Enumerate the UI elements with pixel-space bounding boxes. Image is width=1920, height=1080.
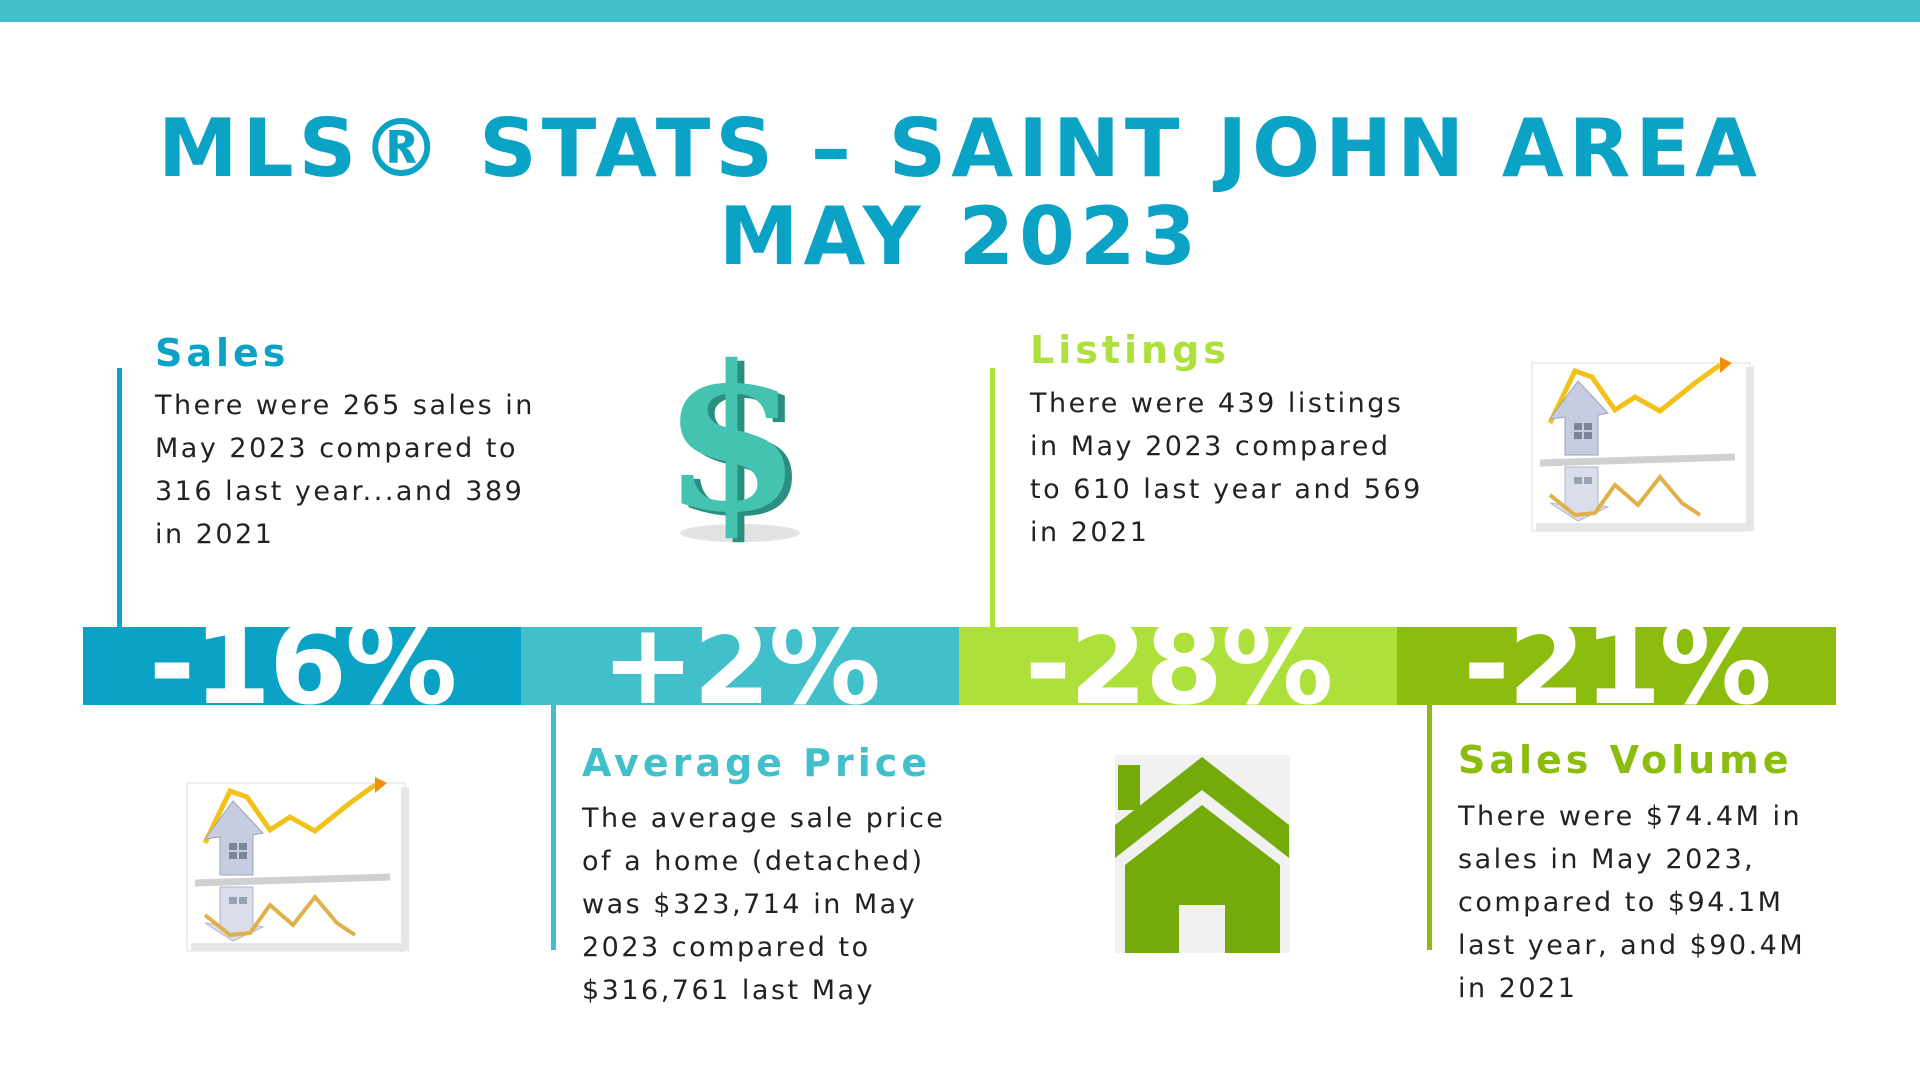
sales-description: There were 265 sales in May 2023 compare…: [155, 390, 535, 550]
sales-volume-heading: Sales Volume: [1458, 738, 1793, 782]
sales-volume-description: There were $74.4M in sales in May 2023, …: [1458, 801, 1806, 1004]
listings-divider-line: [990, 368, 995, 628]
average-price-description: The average sale price of a home (detach…: [582, 803, 946, 1006]
listings-description: There were 439 listings in May 2023 comp…: [1030, 388, 1423, 548]
band-segment-listings: [959, 627, 1397, 705]
svg-text:$: $: [662, 345, 801, 550]
dollar-sign-icon: $ $: [650, 322, 820, 561]
band-segment-average-price: [521, 627, 959, 705]
house-price-chart-icon: [1520, 355, 1755, 533]
listings-percent-change: -28%: [1024, 600, 1334, 730]
page-subtitle-date: MAY 2023: [718, 190, 1202, 283]
sales-volume-percent-change: -21%: [1463, 600, 1772, 730]
svg-text:$: $: [669, 345, 808, 550]
house-price-chart-icon: [175, 775, 410, 953]
sales-volume-divider-line: [1427, 705, 1432, 950]
average-price-percent-change: +2%: [601, 600, 881, 730]
band-segment-sales-volume: [1397, 627, 1836, 705]
house-icon: [1115, 755, 1290, 953]
listings-heading: Listings: [1030, 328, 1230, 372]
sales-percent-change: -16%: [148, 600, 458, 730]
top-accent-bar: [0, 0, 1920, 22]
average-price-heading: Average Price: [582, 741, 932, 785]
sales-divider-line: [117, 368, 122, 628]
page-title: MLS® STATS – SAINT JOHN AREA: [158, 102, 1762, 195]
band-segment-sales: [83, 627, 521, 705]
average-price-divider-line: [551, 705, 556, 950]
sales-heading: Sales: [155, 331, 290, 375]
